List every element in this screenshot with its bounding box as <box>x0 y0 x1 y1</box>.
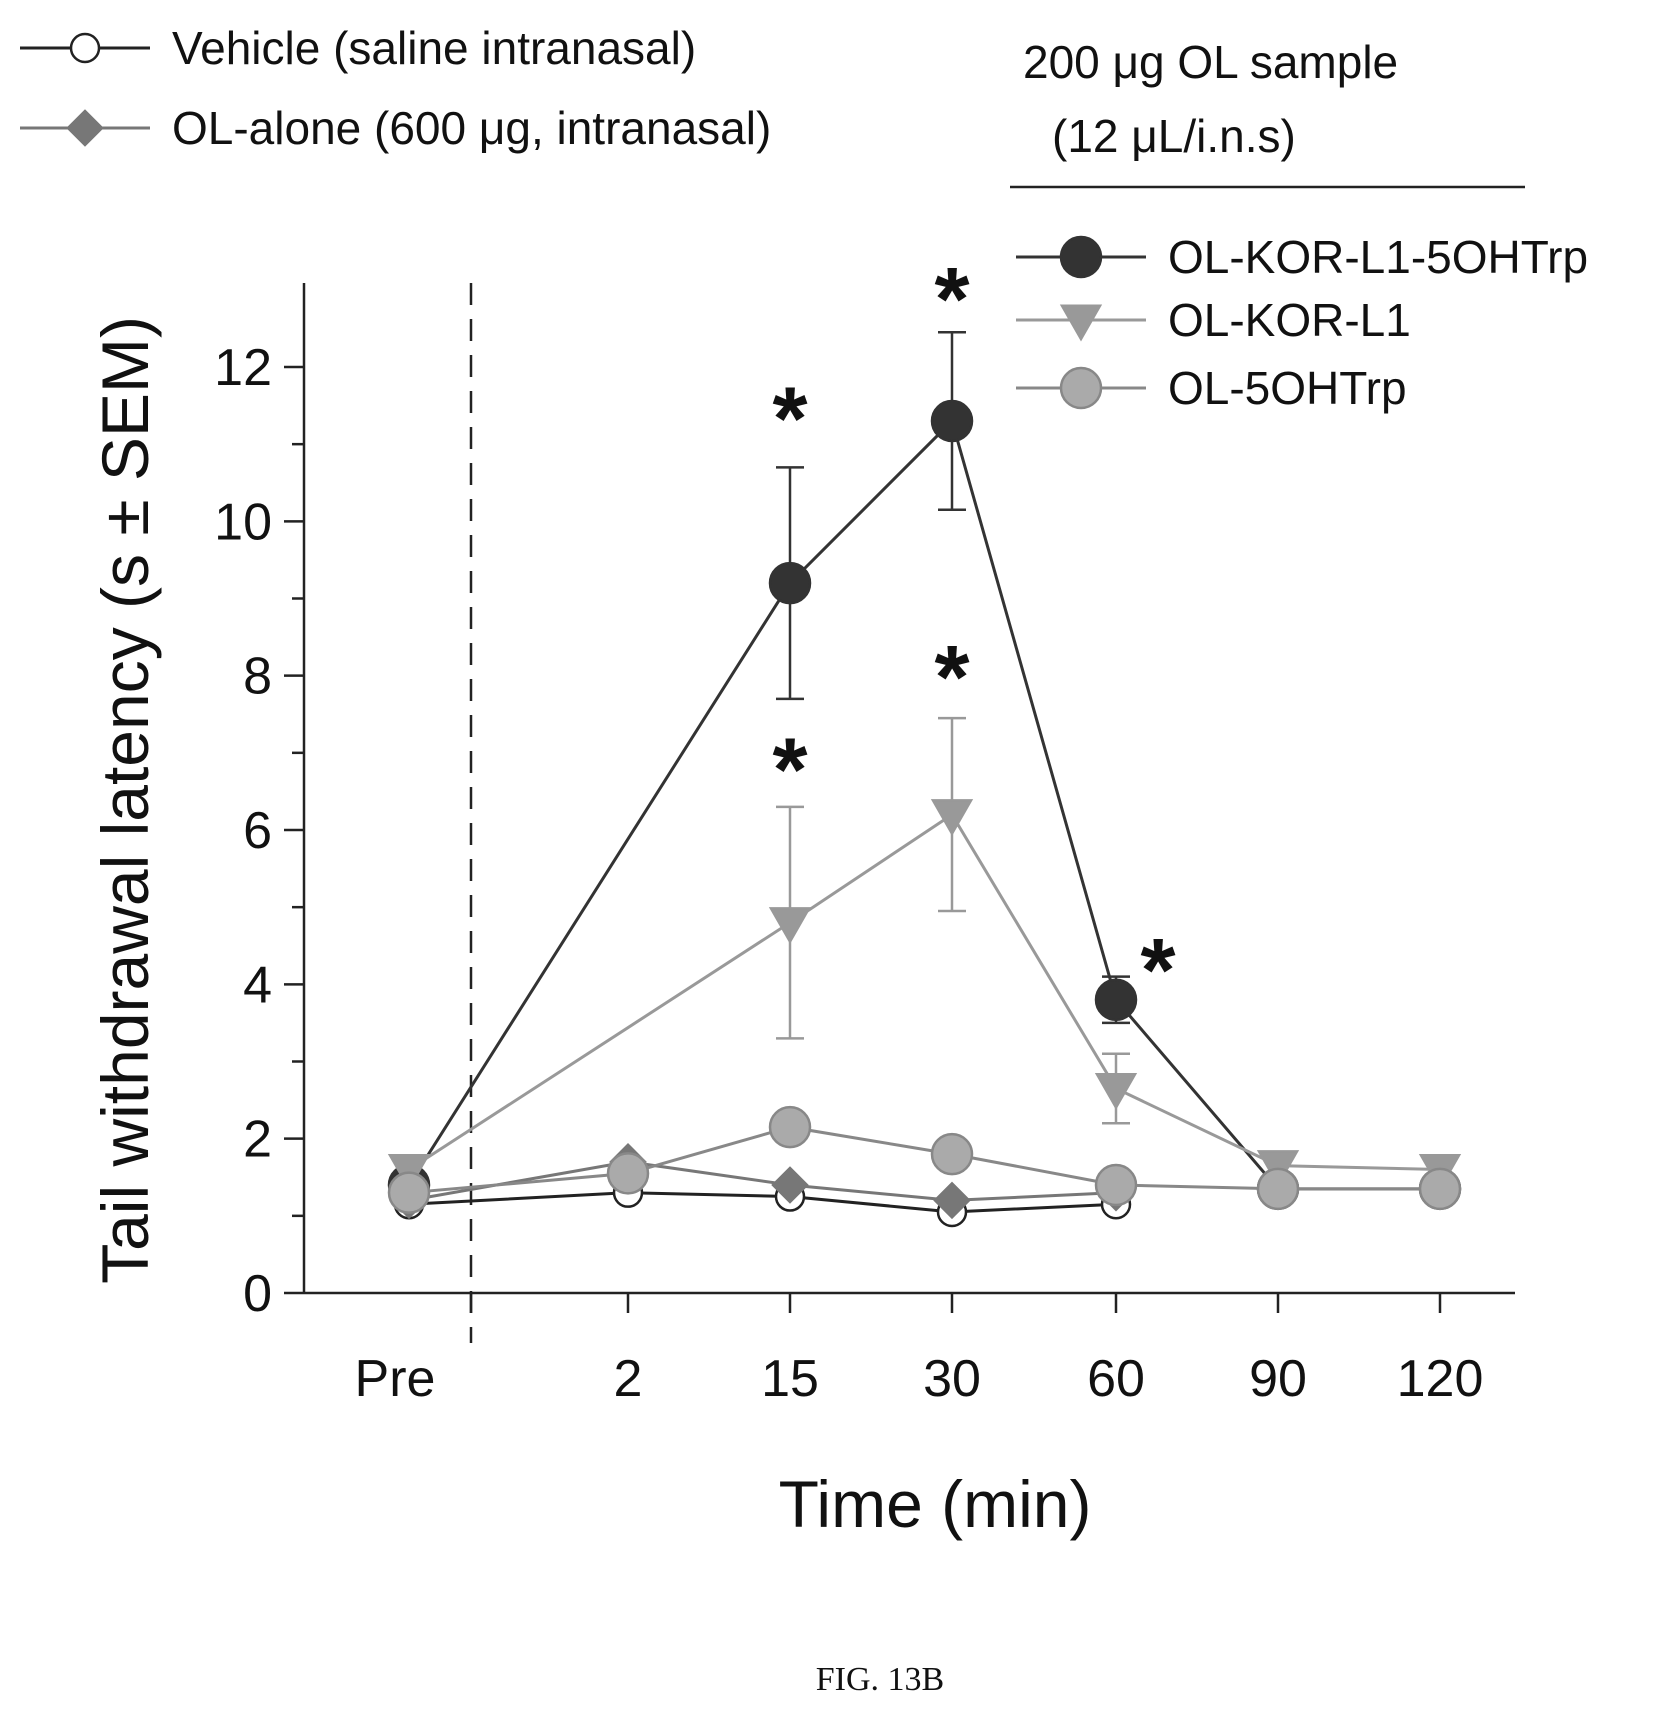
y-tick-label: 0 <box>243 1265 272 1323</box>
data-point <box>930 799 974 837</box>
legend-group-label-line: (12 μL/i.n.s) <box>1052 110 1296 162</box>
x-tick-label: 15 <box>761 1350 819 1408</box>
legend-entry-ol-kor-l1: OL-KOR-L1 <box>1016 294 1411 346</box>
legend-marker <box>66 109 104 147</box>
y-tick-label: 4 <box>243 956 272 1014</box>
y-tick-label: 2 <box>243 1111 272 1169</box>
legend-entry-ol-kor-l1-5ohtrp: OL-KOR-L1-5OHTrp <box>1016 231 1588 283</box>
legend-marker <box>1059 366 1103 410</box>
legend-label: Vehicle (saline intranasal) <box>172 22 696 74</box>
data-point <box>1094 1073 1138 1111</box>
legend-marker <box>69 32 101 64</box>
x-tick-label: 90 <box>1249 1350 1307 1408</box>
series-ol-kor-l1 <box>387 716 1462 1192</box>
x-tick-label: 120 <box>1397 1350 1484 1408</box>
significance-star: * <box>934 628 969 728</box>
y-tick-label: 8 <box>243 648 272 706</box>
legend: Vehicle (saline intranasal) OL-alone (600… <box>20 22 1588 414</box>
x-tick-label: 30 <box>923 1350 981 1408</box>
x-tick-label: Pre <box>355 1350 436 1408</box>
significance-star: * <box>772 721 807 821</box>
y-tick-label: 12 <box>214 339 272 397</box>
series-vehicle-saline-intranasal <box>393 1177 1132 1228</box>
legend-label: OL-KOR-L1 <box>1168 294 1411 346</box>
legend-group-label-line: 200 μg OL sample <box>1023 36 1398 88</box>
y-tick-label: 10 <box>214 493 272 551</box>
data-point <box>768 907 812 945</box>
legend-entry-vehicle-saline-intranasal: Vehicle (saline intranasal) <box>20 22 696 74</box>
legend-label: OL-alone (600 μg, intranasal) <box>172 102 771 154</box>
series-ol-5ohtrp <box>387 1105 1462 1214</box>
series-layer <box>387 331 1462 1228</box>
data-point <box>1094 978 1138 1022</box>
data-point <box>1418 1167 1462 1211</box>
data-point <box>768 561 812 605</box>
data-point <box>1256 1167 1300 1211</box>
legend-label: OL-5OHTrp <box>1168 362 1407 414</box>
legend-marker <box>1059 235 1103 279</box>
data-point <box>768 1105 812 1149</box>
legend-group-label: 200 μg OL sample (12 μL/i.n.s) <box>1010 36 1525 189</box>
significance-star: * <box>772 369 807 469</box>
x-tick-label: 2 <box>614 1350 643 1408</box>
legend-entry-ol-5ohtrp: OL-5OHTrp <box>1016 362 1407 414</box>
data-point <box>930 399 974 443</box>
legend-marker <box>1059 304 1103 342</box>
series-ol-alone-600-g-intranasal <box>390 1143 1135 1220</box>
legend-entry-ol-alone-600-g-intranasal: OL-alone (600 μg, intranasal) <box>20 102 771 154</box>
data-point <box>930 1132 974 1176</box>
axes: 0 2 4 6 8 10 12 Pre 2 15 30 60 90 120 <box>214 283 1515 1408</box>
series-line <box>408 812 1441 1172</box>
legend-label: OL-KOR-L1-5OHTrp <box>1168 231 1588 283</box>
significance-star: * <box>1140 921 1175 1021</box>
series-line <box>408 1191 1117 1214</box>
data-point <box>387 1171 431 1214</box>
data-point <box>933 1181 971 1220</box>
y-axis-title: Tail withdrawal latency (s ± SEM) <box>88 316 162 1284</box>
series-line <box>407 418 1440 1191</box>
data-point <box>606 1152 650 1195</box>
x-tick-label: 60 <box>1087 1350 1145 1408</box>
y-tick-label: 6 <box>243 802 272 860</box>
significance-star: * <box>934 250 969 350</box>
x-axis-title: Time (min) <box>779 1467 1092 1541</box>
data-point <box>771 1166 809 1204</box>
data-point <box>1094 1163 1138 1207</box>
annotation-layer: * * * * * <box>772 250 1175 1021</box>
figure-caption: FIG. 13B <box>816 1661 944 1698</box>
